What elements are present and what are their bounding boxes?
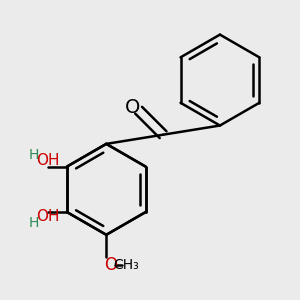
Text: H: H (28, 216, 39, 230)
Text: O: O (104, 256, 117, 274)
Text: OH: OH (36, 209, 59, 224)
Text: OH: OH (36, 153, 59, 168)
Text: H: H (28, 148, 39, 162)
Text: O: O (125, 98, 140, 117)
Text: CH₃: CH₃ (113, 258, 139, 272)
